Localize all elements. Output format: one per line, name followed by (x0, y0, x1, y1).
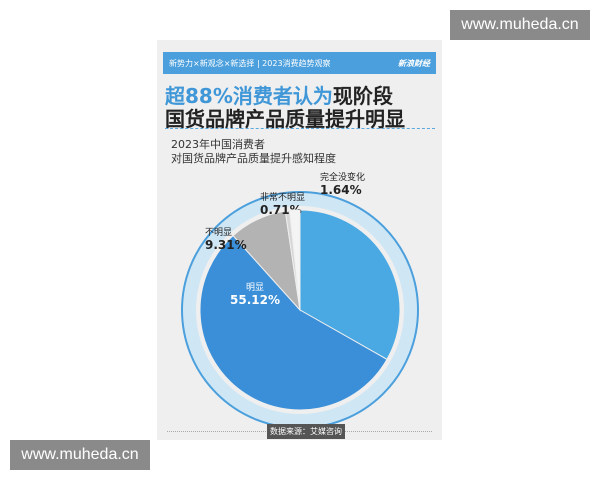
chart-title: 2023年中国消费者 (171, 138, 265, 151)
title-rest: 现阶段 (332, 84, 393, 108)
slice-value: 9.31% (205, 238, 247, 252)
pie-slice (199, 234, 388, 411)
chart-subtitle: 对国货品牌产品质量提升感知程度 (171, 152, 336, 165)
data-source: 数据来源：艾媒咨询 (267, 424, 345, 439)
slice-label: 不明显 (205, 227, 232, 238)
watermark-top: www.muheda.cn (450, 10, 590, 40)
slice-label: 非常不明显 (260, 191, 305, 203)
pie-chart: 非常明显33.22%明显55.12%不明显9.31%非常不明显0.71%完全没变… (181, 171, 419, 429)
pie-slice (299, 209, 401, 361)
watermark-bottom: www.muheda.cn (10, 440, 150, 470)
header-text: 新势力×新观念×新选择 | 2023消费趋势观察 (169, 58, 331, 68)
slice-value: 1.64% (320, 183, 362, 197)
title-line-2: 国货品牌产品质量提升明显 (165, 107, 405, 131)
divider (165, 128, 435, 129)
title-highlight: 超88%消费者认为 (165, 84, 333, 108)
slice-label: 完全没变化 (320, 171, 365, 183)
header-bar: 新势力×新观念×新选择 | 2023消费趋势观察 新浪财经 (163, 52, 436, 74)
title-line-1: 超88%消费者认为现阶段 (165, 80, 393, 109)
infographic-card: 新势力×新观念×新选择 | 2023消费趋势观察 新浪财经 超88%消费者认为现… (157, 40, 442, 440)
logo: 新浪财经 (398, 58, 430, 68)
slice-value: 55.12% (230, 293, 280, 307)
slice-label: 明显 (246, 282, 264, 293)
pie-slice (289, 209, 301, 311)
